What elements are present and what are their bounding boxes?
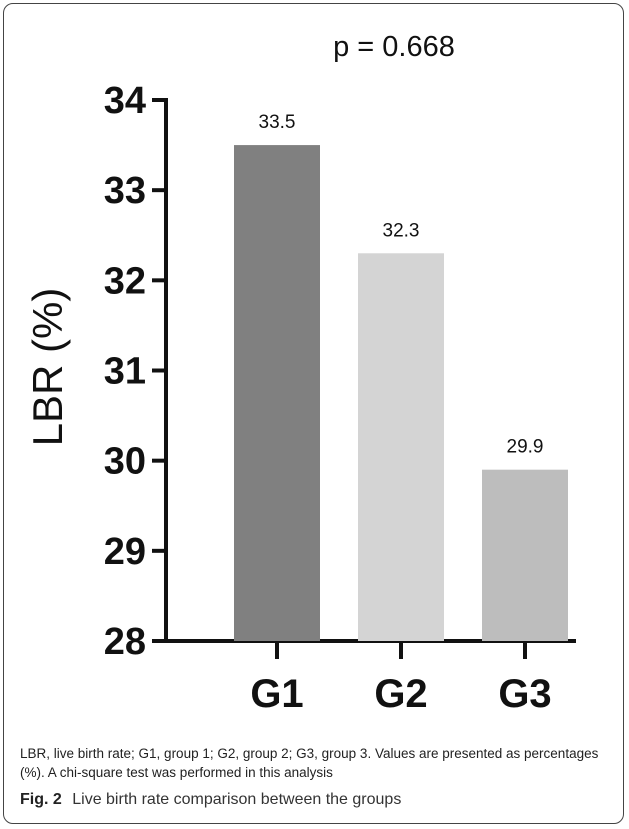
figure-caption-text: Live birth rate comparison between the g… <box>72 791 402 808</box>
x-tick-label: G2 <box>374 672 427 716</box>
bar-value-label: 33.5 <box>259 112 296 133</box>
y-axis: 28 29 30 31 32 33 34 <box>104 80 168 663</box>
p-value-annotation: p = 0.668 <box>333 31 455 63</box>
y-tick-label: 28 <box>104 621 146 663</box>
figure-label: Fig. 2 <box>20 791 62 808</box>
y-tick-label: 33 <box>104 170 146 212</box>
bar-g3 <box>482 469 568 641</box>
y-tick-label: 29 <box>104 531 146 573</box>
y-tick-label: 32 <box>104 260 146 302</box>
x-tick-label: G1 <box>250 672 303 716</box>
bar-g2 <box>358 253 444 642</box>
y-tick-label: 30 <box>104 441 146 483</box>
bars: 33.5 32.3 29.9 <box>234 112 568 642</box>
y-tick-label: 34 <box>104 80 146 122</box>
chart-area: p = 0.668 LBR (%) 28 29 30 31 32 33 34 G1 G2 G3 … <box>4 4 623 744</box>
x-axis: G1 G2 G3 <box>166 639 576 716</box>
bar-g1 <box>234 145 320 642</box>
figure-footnote: LBR, live birth rate; G1, group 1; G2, g… <box>20 746 599 780</box>
figure-caption: Fig. 2 Live birth rate comparison betwee… <box>20 791 620 809</box>
figure-frame: p = 0.668 LBR (%) 28 29 30 31 32 33 34 G1 G2 G3 … <box>3 3 624 824</box>
y-tick-label: 31 <box>104 351 146 393</box>
bar-value-label: 29.9 <box>507 437 544 458</box>
x-tick-label: G3 <box>498 672 551 716</box>
bar-value-label: 32.3 <box>383 220 420 241</box>
y-axis-label: LBR (%) <box>24 288 71 447</box>
